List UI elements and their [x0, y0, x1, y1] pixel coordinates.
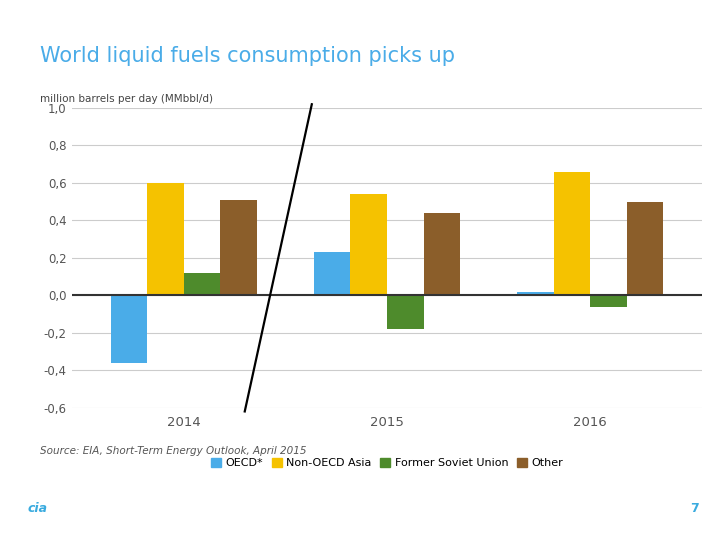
Legend: OECD*, Non-OECD Asia, Former Soviet Union, Other: OECD*, Non-OECD Asia, Former Soviet Unio… [206, 454, 568, 472]
Bar [554, 172, 590, 295]
Bar [627, 201, 663, 295]
Text: million barrels per day (MMbbl/d): million barrels per day (MMbbl/d) [40, 94, 212, 105]
Bar [111, 295, 147, 363]
FancyBboxPatch shape [4, 483, 72, 535]
Text: May 2015: May 2015 [83, 516, 134, 526]
Bar [147, 183, 184, 295]
Bar [423, 213, 460, 295]
Text: 7: 7 [690, 502, 699, 516]
Bar [517, 292, 554, 295]
Bar [387, 295, 423, 329]
Bar [220, 200, 257, 295]
Text: Lower oil prices and the energy outlook: Lower oil prices and the energy outlook [83, 495, 289, 505]
Text: Source: EIA, Short-Term Energy Outlook, April 2015: Source: EIA, Short-Term Energy Outlook, … [40, 446, 306, 456]
Text: cia: cia [27, 502, 48, 516]
Bar [314, 252, 351, 295]
Bar [351, 194, 387, 295]
Circle shape [464, 489, 720, 529]
Bar [184, 273, 220, 295]
Text: World liquid fuels consumption picks up: World liquid fuels consumption picks up [40, 46, 454, 66]
Bar [590, 295, 627, 307]
